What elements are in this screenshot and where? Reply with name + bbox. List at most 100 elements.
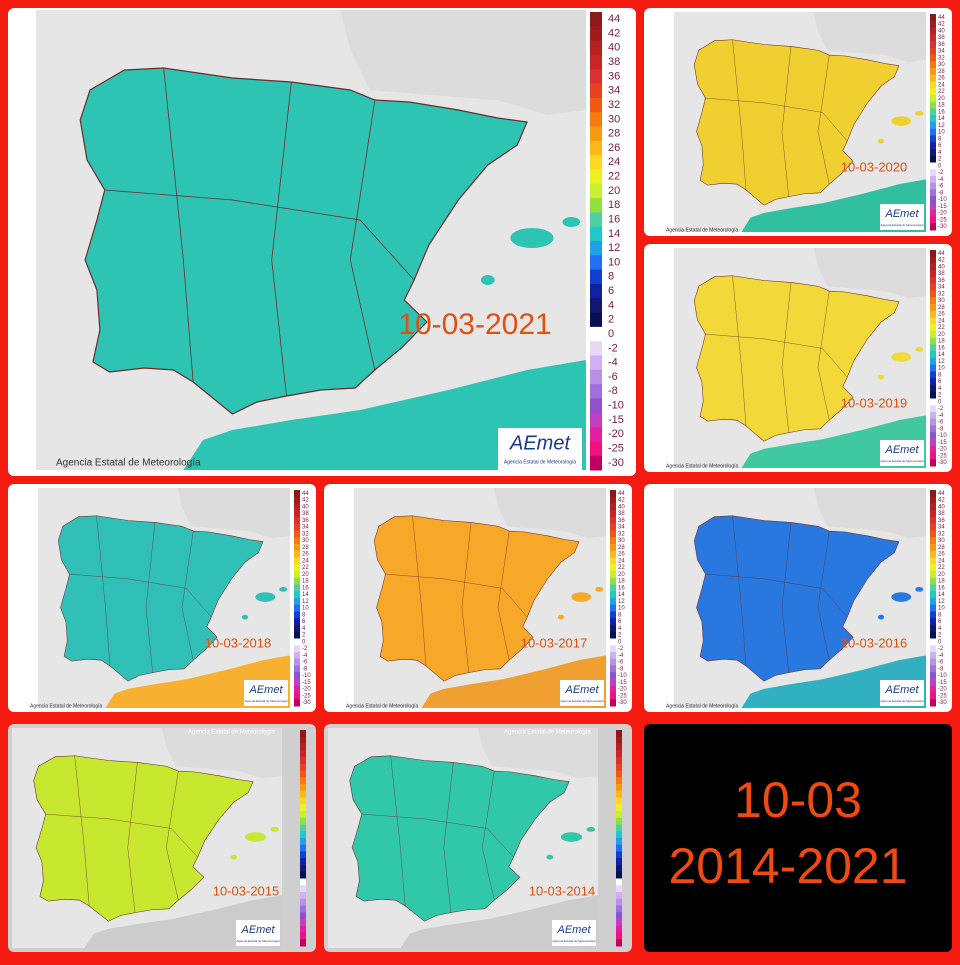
legend-label: -8 xyxy=(938,666,944,672)
legend-label: -6 xyxy=(608,371,618,383)
legend-label: -30 xyxy=(938,700,947,706)
legend-swatch xyxy=(930,263,936,271)
legend-swatch xyxy=(930,304,936,312)
legend-swatch xyxy=(930,27,936,35)
legend-swatch xyxy=(300,824,306,832)
legend-label: 16 xyxy=(618,585,625,591)
legend-swatch xyxy=(300,730,306,738)
legend-label: 34 xyxy=(302,525,309,531)
logo-sub: Agencia Estatal de Meteorología xyxy=(236,939,280,943)
legend-swatch xyxy=(930,550,936,558)
date-label: 10-03-2017 xyxy=(521,635,588,650)
legend-swatch xyxy=(930,34,936,42)
legend-label: 6 xyxy=(938,379,942,385)
legend-label: 8 xyxy=(938,612,942,618)
logo-sub: Agencia Estatal de Meteorología xyxy=(504,459,576,465)
legend-label: 6 xyxy=(608,285,614,297)
legend-label: 2 xyxy=(938,157,942,163)
legend-label: 44 xyxy=(302,491,309,497)
legend-swatch xyxy=(294,604,300,612)
legend-label: 28 xyxy=(938,305,945,311)
legend-swatch xyxy=(610,645,616,653)
legend-swatch xyxy=(616,865,622,873)
legend-label: 8 xyxy=(618,612,622,618)
legend-label: -4 xyxy=(618,653,624,659)
legend-swatch xyxy=(616,757,622,765)
legend-swatch xyxy=(930,317,936,325)
legend-label: 38 xyxy=(938,271,945,277)
legend-swatch xyxy=(300,912,306,920)
iberia-map xyxy=(354,488,606,708)
legend-swatch xyxy=(300,844,306,852)
legend-label: 18 xyxy=(302,579,309,585)
legend-swatch xyxy=(294,665,300,673)
legend-swatch xyxy=(300,932,306,940)
legend-label: 40 xyxy=(938,28,945,34)
legend-label: 42 xyxy=(608,27,620,39)
legend-label: 28 xyxy=(608,128,620,140)
legend-swatch xyxy=(294,631,300,639)
legend-label: 40 xyxy=(938,504,945,510)
legend-swatch xyxy=(930,625,936,633)
logo-box xyxy=(880,680,924,706)
logo: AEmet xyxy=(556,924,591,936)
legend-label: 38 xyxy=(608,56,620,68)
logo-box xyxy=(236,920,280,946)
legend-swatch xyxy=(930,47,936,55)
legend-label: -4 xyxy=(938,413,944,419)
legend-swatch xyxy=(300,851,306,859)
legend-label: -30 xyxy=(938,460,947,466)
legend-label: 44 xyxy=(618,491,625,497)
legend-swatch xyxy=(930,88,936,96)
legend-label: -25 xyxy=(302,693,311,699)
legend-label: 14 xyxy=(938,116,945,122)
legend-swatch xyxy=(610,557,616,565)
legend-swatch xyxy=(930,398,936,406)
copyright: Agencia Estatal de Meteorología xyxy=(666,227,738,233)
legend-label: 18 xyxy=(938,579,945,585)
legend-swatch xyxy=(590,326,602,342)
legend-swatch xyxy=(930,452,936,460)
legend-swatch xyxy=(590,198,602,213)
legend-swatch xyxy=(930,523,936,531)
legend-swatch xyxy=(294,584,300,592)
legend-label: -25 xyxy=(938,693,947,699)
legend-swatch xyxy=(616,824,622,832)
legend-swatch xyxy=(300,871,306,879)
legend-swatch xyxy=(294,490,300,498)
summary-years: 2014-2021 xyxy=(668,838,907,894)
legend-label: -8 xyxy=(938,426,944,432)
legend-swatch xyxy=(590,283,602,299)
legend-label: -15 xyxy=(302,680,311,686)
legend-swatch xyxy=(294,517,300,525)
legend-swatch xyxy=(294,496,300,504)
legend-label: 6 xyxy=(302,619,306,625)
legend-swatch xyxy=(300,763,306,771)
legend-swatch xyxy=(294,510,300,518)
legend-swatch xyxy=(590,398,602,414)
legend-swatch xyxy=(930,385,936,393)
legend-swatch xyxy=(590,412,602,428)
legend-label: 36 xyxy=(618,518,625,524)
legend-label: 32 xyxy=(608,99,620,111)
legend-label: -25 xyxy=(618,693,627,699)
legend-swatch xyxy=(930,256,936,264)
legend-label: -25 xyxy=(938,217,947,223)
legend-swatch xyxy=(616,925,622,933)
legend-swatch xyxy=(930,358,936,366)
legend-swatch xyxy=(300,831,306,839)
legend-label: 12 xyxy=(938,123,945,129)
iberia-map xyxy=(328,728,598,948)
legend-label: -20 xyxy=(608,428,624,440)
legend-swatch xyxy=(930,604,936,612)
legend-label: 44 xyxy=(608,13,620,25)
legend-label: 0 xyxy=(938,399,942,405)
logo: AEmet xyxy=(240,924,275,936)
legend-swatch xyxy=(930,351,936,359)
legend-swatch xyxy=(300,770,306,778)
legend-label: 16 xyxy=(608,213,620,225)
legend-label: -4 xyxy=(938,177,944,183)
legend-label: 22 xyxy=(618,565,625,571)
legend-swatch xyxy=(930,591,936,599)
legend-swatch xyxy=(590,69,602,85)
